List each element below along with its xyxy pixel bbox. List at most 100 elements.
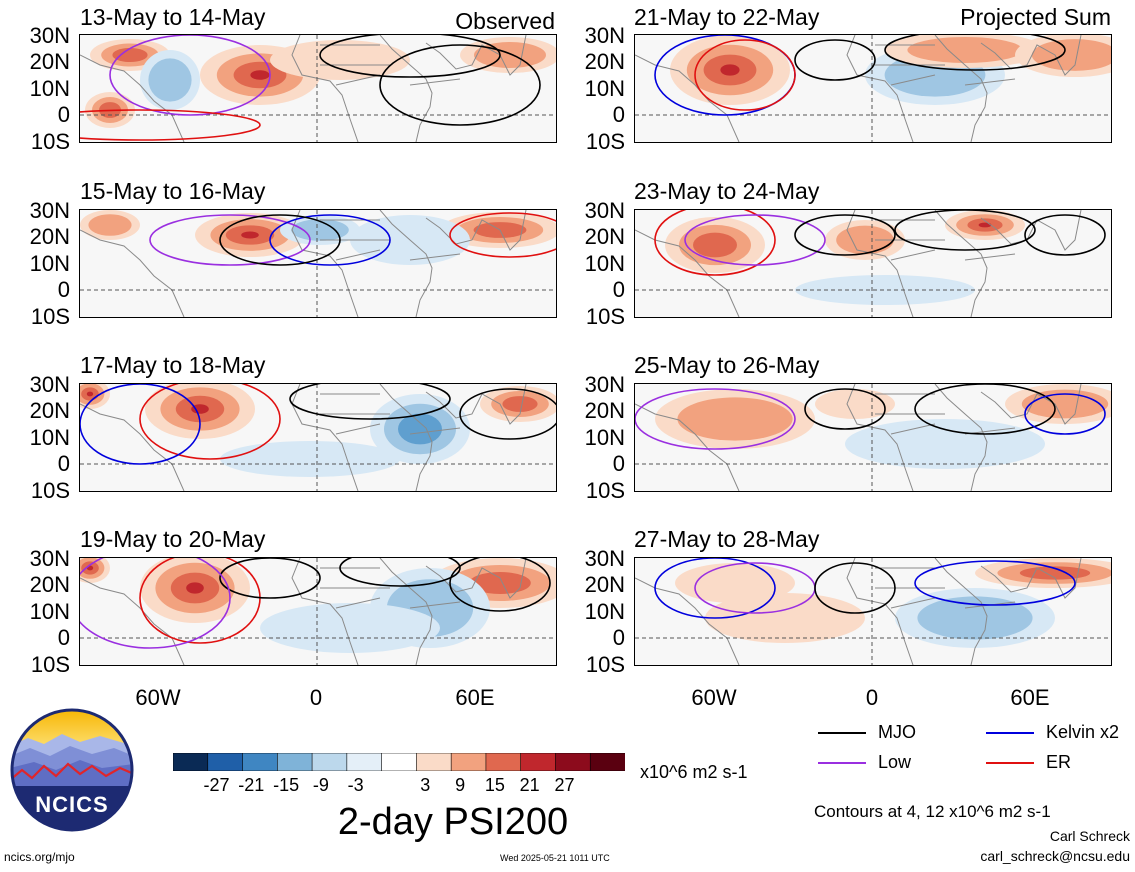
ncics-logo: NCICS: [10, 708, 134, 832]
lat-label: 20N: [584, 224, 625, 249]
logo-text: NCICS: [35, 792, 109, 817]
panel-title: 19-May to 20-May: [80, 526, 266, 552]
colorbar-swatch: [277, 752, 313, 772]
anomaly-shading: [220, 441, 400, 477]
lat-label: 10N: [29, 425, 70, 450]
anomaly-shading: [978, 222, 992, 228]
colorbar-swatch: [311, 752, 348, 772]
site-link[interactable]: ncics.org/mjo: [4, 850, 75, 864]
colorbar-swatch: [416, 752, 452, 772]
lat-label: 10N: [29, 76, 70, 101]
lat-label: 0: [57, 102, 70, 127]
lat-label: 10S: [585, 652, 625, 677]
lat-label: 0: [612, 625, 625, 650]
lon-label: 0: [309, 685, 323, 710]
anomaly-shading: [186, 582, 204, 594]
anomaly-shading: [1031, 39, 1111, 71]
coastline: [980, 384, 1082, 425]
legend-swatch-mjo: [818, 732, 866, 734]
contour-line: [80, 384, 201, 465]
anomaly-shading: [675, 563, 795, 603]
colorbar-swatch: [555, 752, 592, 772]
coastline: [291, 210, 433, 317]
map-panel: [634, 557, 1112, 666]
anomaly-shading: [241, 231, 259, 239]
lat-label: 10N: [584, 599, 625, 624]
lon-label: 60E: [455, 685, 495, 710]
lat-label: 30N: [29, 372, 70, 397]
contour-line: [319, 35, 501, 78]
panel-title: 15-May to 16-May: [80, 178, 266, 204]
lat-label: 0: [612, 277, 625, 302]
lat-label: 30N: [584, 23, 625, 48]
anomaly-shading: [250, 70, 270, 80]
contour-line: [269, 214, 391, 266]
coastline: [320, 44, 461, 86]
coastline: [320, 219, 461, 261]
coastline: [980, 558, 1082, 599]
contour-line: [379, 44, 541, 126]
contour-line: [654, 210, 776, 276]
coastline: [846, 35, 988, 142]
panel-title: 13-May to 14-May: [80, 4, 266, 30]
lat-label: 30N: [29, 546, 70, 571]
colorbar-tick: -3: [347, 775, 364, 795]
coastline: [425, 558, 527, 599]
anomaly-shading: [677, 397, 793, 441]
anomaly-shading: [693, 232, 737, 258]
anomaly-shading: [469, 572, 531, 594]
contour-line: [219, 214, 341, 266]
colorbar-swatch: [485, 752, 522, 772]
colorbar-swatch: [207, 752, 244, 772]
anomaly-shading: [260, 603, 440, 653]
lon-label: 60W: [691, 685, 737, 710]
contour-line: [109, 35, 271, 116]
anomaly-shading: [291, 219, 349, 241]
colorbar-swatch: [520, 752, 557, 772]
contour-line: [694, 39, 796, 111]
lat-label: 10S: [585, 478, 625, 503]
map-panel: [634, 383, 1112, 492]
lat-label: 10S: [30, 652, 70, 677]
panel-title: 17-May to 18-May: [80, 352, 266, 378]
contour-line: [1024, 393, 1106, 435]
colorbar-tick: 9: [455, 775, 466, 795]
lat-label: 20N: [29, 49, 70, 74]
contour-line: [914, 560, 1076, 606]
author: Carl Schreck: [1049, 828, 1130, 844]
lat-label: 10S: [30, 304, 70, 329]
coastline: [291, 35, 433, 142]
colorbar-tick: 27: [554, 775, 575, 795]
anomaly-shading: [398, 413, 442, 445]
map-panel: [79, 34, 557, 143]
coastline: [875, 44, 1016, 86]
timestamp: Wed 2025-05-21 1011 UTC: [500, 853, 610, 863]
lat-label: 20N: [584, 572, 625, 597]
lat-label: 10S: [30, 129, 70, 154]
lat-label: 10S: [585, 129, 625, 154]
lat-label: 30N: [29, 23, 70, 48]
colorbar-tick: -27: [203, 775, 230, 795]
contour-line: [684, 214, 826, 266]
contour-line: [219, 558, 321, 599]
colorbar-ticks: -27 -21 -15 -9 -3 3 9 15 21 27: [173, 775, 625, 797]
contour-line: [459, 388, 556, 440]
lat-label: 0: [57, 625, 70, 650]
anomaly-shading: [845, 419, 1045, 469]
anomaly-shading: [502, 396, 538, 412]
colorbar-tick: -15: [273, 775, 300, 795]
lat-label: 0: [612, 102, 625, 127]
lon-label: 60W: [135, 685, 181, 710]
colorbar-swatch: [450, 752, 487, 772]
colorbar-tick: 3: [420, 775, 431, 795]
map-panel: [79, 209, 557, 318]
panel-title: 23-May to 24-May: [634, 178, 820, 204]
colorbar-swatch: [242, 752, 279, 772]
lat-label: 20N: [29, 572, 70, 597]
lat-label: 0: [57, 451, 70, 476]
anomaly-shading: [191, 404, 209, 414]
coastline: [846, 384, 988, 491]
lat-label: 20N: [29, 398, 70, 423]
contour-line: [894, 210, 1036, 251]
contour-line: [449, 212, 556, 258]
